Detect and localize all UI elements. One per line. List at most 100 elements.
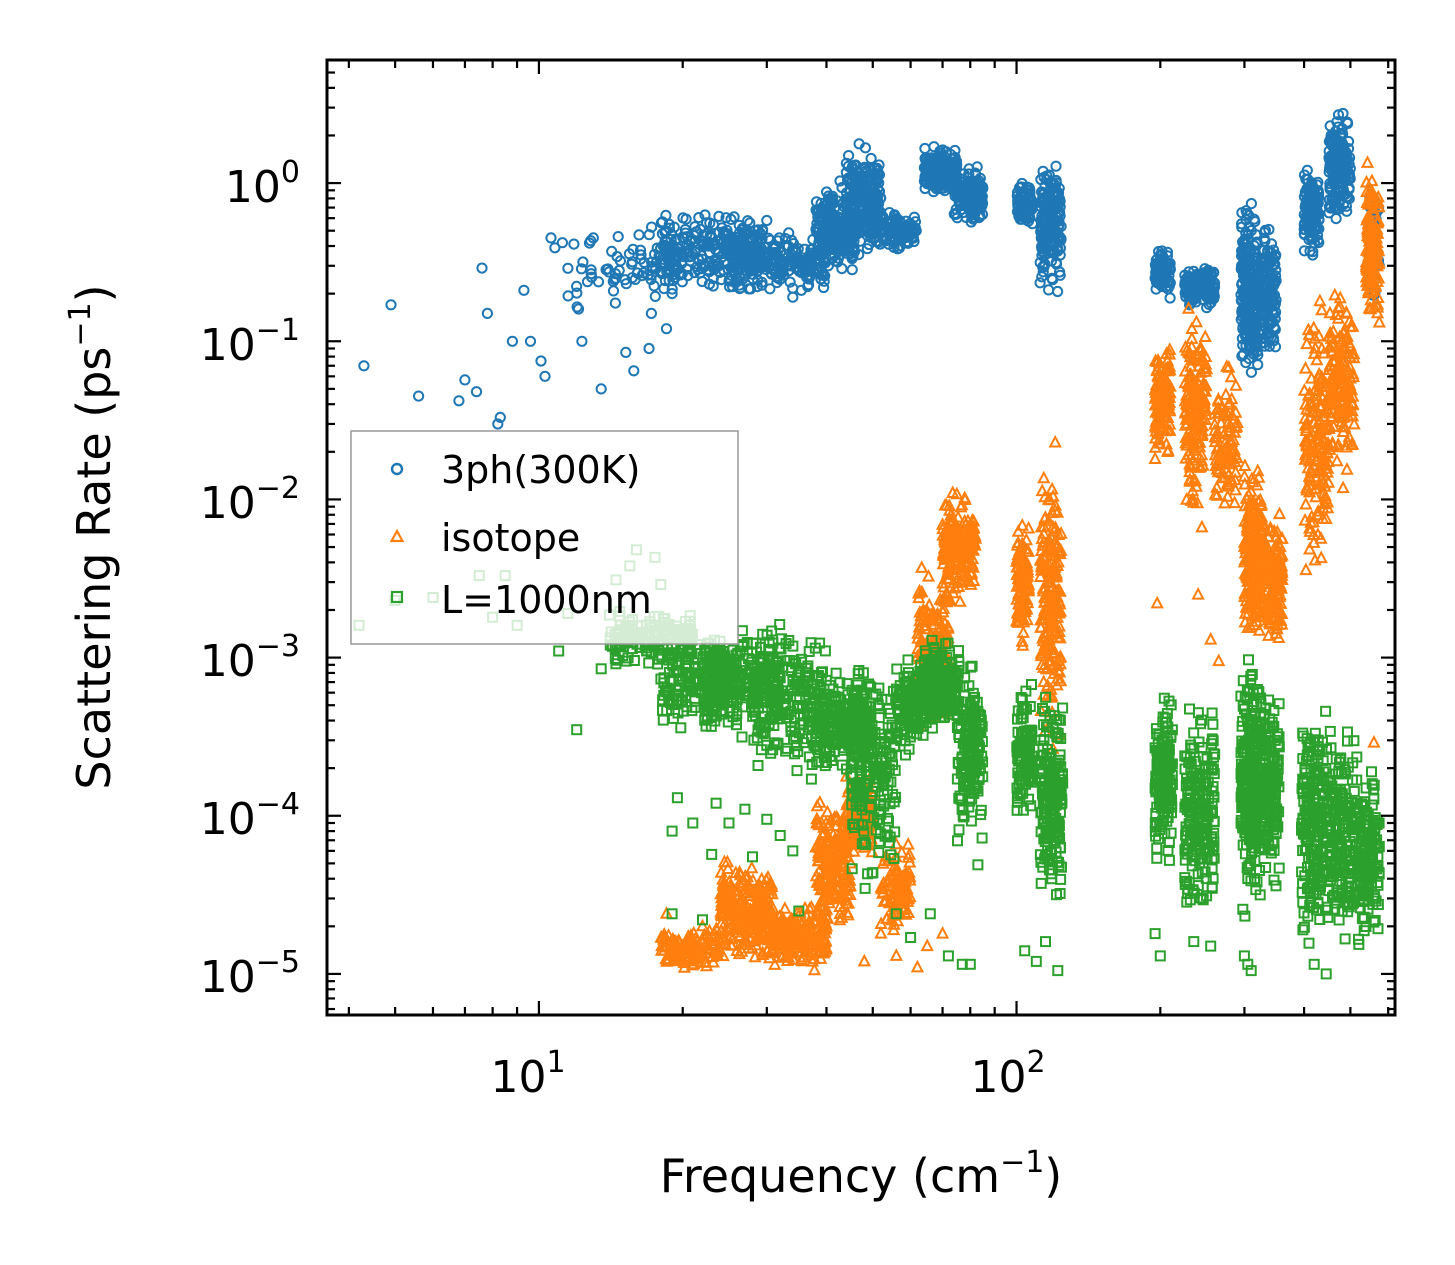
3ph-point-1827 <box>1150 283 1162 295</box>
3ph-point-1479 <box>950 176 962 188</box>
3ph-point-118 <box>562 290 574 302</box>
3ph-point-1146 <box>889 210 901 222</box>
3ph-point-245 <box>668 221 680 233</box>
3ph-point-268 <box>659 226 671 238</box>
3ph-point-86 <box>648 280 660 292</box>
3ph-point-2512 <box>1312 193 1324 205</box>
3ph-point-88 <box>638 267 650 279</box>
3ph-point-10 <box>506 335 519 347</box>
3ph-point-1002 <box>854 235 866 247</box>
3ph-point-274 <box>699 209 711 221</box>
3ph-point-921 <box>853 249 865 261</box>
3ph-point-334 <box>720 212 732 224</box>
3ph-point-1329 <box>919 142 931 155</box>
3ph-point-1141 <box>895 240 907 252</box>
isotope-point-11 <box>1148 451 1162 464</box>
3ph-point-1858 <box>1164 263 1176 275</box>
3ph-point-1997 <box>1205 269 1218 282</box>
3ph-point-1507 <box>959 195 971 207</box>
isotope-point-2065 <box>1224 369 1238 383</box>
3ph-point-1768 <box>1053 196 1065 208</box>
3ph-point-805 <box>836 263 848 275</box>
3ph-point-1338 <box>945 149 957 161</box>
3ph-point-372 <box>691 226 703 238</box>
3ph-point-108 <box>612 231 624 243</box>
3ph-point-2528 <box>1307 212 1319 224</box>
3ph-point-1687 <box>1050 160 1062 172</box>
3ph-point-2525 <box>1302 212 1314 224</box>
3ph-point-2674 <box>1331 200 1343 212</box>
3ph-point-544 <box>752 274 764 286</box>
3ph-point-1337 <box>924 166 937 178</box>
3ph-point-368 <box>677 231 689 243</box>
3ph-point-820 <box>829 225 841 237</box>
3ph-point-286 <box>725 213 737 225</box>
3ph-point-2235 <box>1246 341 1258 353</box>
3ph-point-221 <box>693 212 705 224</box>
3ph-point-2254 <box>1236 207 1248 219</box>
3ph-point-349 <box>707 219 720 231</box>
3ph-point-600 <box>727 260 740 272</box>
3ph-point-610 <box>774 268 786 280</box>
3ph-point-101 <box>609 297 622 309</box>
3ph-point-2398 <box>1264 318 1276 330</box>
3ph-point-1743 <box>1037 192 1049 204</box>
3ph-point-843 <box>847 251 859 263</box>
3ph-point-1489 <box>965 216 977 228</box>
3ph-point-1019 <box>873 168 885 180</box>
3ph-point-69 <box>635 249 647 261</box>
3ph-point-28 <box>645 307 658 319</box>
isotope-point-174 <box>745 860 759 874</box>
3ph-point-15 <box>545 232 557 244</box>
3ph-point-997 <box>871 162 883 174</box>
3ph-point-2684 <box>1328 198 1340 210</box>
3ph-point-373 <box>669 272 681 284</box>
3ph-point-828 <box>820 220 833 232</box>
3ph-point-260 <box>728 211 740 223</box>
3ph-point-2392 <box>1260 293 1272 305</box>
isotope-point-13 <box>1191 586 1205 600</box>
3ph-point-1996 <box>1201 302 1213 314</box>
3ph-point-2258 <box>1238 307 1250 319</box>
3ph-point-781 <box>810 223 822 235</box>
3ph-point-1500 <box>977 182 989 194</box>
3ph-point-609 <box>813 267 825 279</box>
3ph-point-377 <box>673 246 685 258</box>
3ph-point-1594 <box>1024 194 1036 206</box>
3ph-point-572 <box>743 283 755 295</box>
3ph-point-278 <box>667 274 679 287</box>
3ph-point-1045 <box>852 170 865 182</box>
3ph-point-324 <box>683 239 695 251</box>
3ph-point-16 <box>549 242 561 254</box>
3ph-point-98 <box>620 278 632 290</box>
3ph-point-1981 <box>1180 291 1192 303</box>
3ph-point-1837 <box>1164 292 1176 304</box>
3ph-point-96 <box>607 285 620 297</box>
3ph-point-294 <box>657 240 669 252</box>
3ph-point-2686 <box>1337 107 1349 120</box>
3ph-point-2523 <box>1310 195 1323 207</box>
3ph-point-358 <box>677 212 689 224</box>
3ph-point-356 <box>709 243 722 255</box>
3ph-point-2078 <box>1236 350 1248 362</box>
3ph-point-2335 <box>1258 226 1271 239</box>
3ph-point-2639 <box>1341 205 1353 217</box>
3ph-point-1167 <box>887 232 900 244</box>
isotope-point-14 <box>1204 631 1218 645</box>
3ph-point-153 <box>742 215 754 227</box>
3ph-point-306 <box>689 221 701 233</box>
3ph-point-7 <box>481 307 493 319</box>
3ph-point-1592 <box>1024 187 1036 199</box>
3ph-point-614 <box>801 257 813 269</box>
3ph-point-1581 <box>1011 186 1024 198</box>
3ph-point-837 <box>823 193 835 205</box>
isotope-point-1040 <box>901 836 915 850</box>
3ph-point-1745 <box>1039 258 1051 270</box>
isotope-point-1668 <box>1037 674 1051 688</box>
3ph-point-5 <box>470 386 483 398</box>
isotope-point-15 <box>1212 653 1226 667</box>
isotope-point-1660 <box>1035 483 1049 497</box>
3ph-point-1166 <box>908 235 920 248</box>
3ph-point-1037 <box>864 197 876 209</box>
3ph-point-27 <box>643 342 655 355</box>
